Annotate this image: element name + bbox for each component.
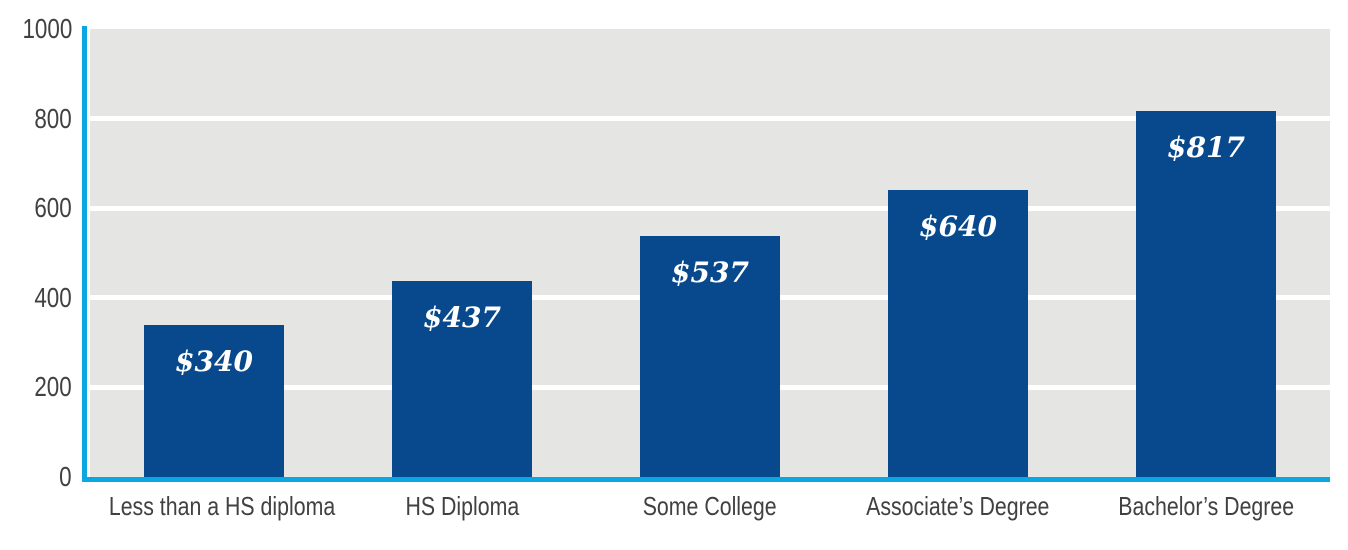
bar-3: $537 [640,236,780,477]
y-tick-label-400: 400 [34,281,72,313]
x-category-label-5: Bachelor’s Degree [1118,491,1294,521]
y-tick-label-800: 800 [34,102,72,134]
bar-value-label: $640 [919,210,997,244]
x-axis-line [82,477,1330,482]
y-tick-label-1000: 1000 [22,13,72,44]
gridline-600 [90,205,1330,211]
x-category-label-4: Associate’s Degree [866,491,1050,521]
y-axis-line [82,26,87,482]
gridline-800 [90,116,1330,122]
x-category-label-2: HS Diploma [405,491,519,521]
bar-value-label: $437 [423,301,501,335]
y-tick-label-0: 0 [59,461,72,492]
bar-1: $340 [144,324,284,477]
bar-value-label: $817 [1167,130,1245,164]
bar-value-label: $537 [671,256,749,290]
bar-4: $640 [888,190,1028,477]
y-tick-label-600: 600 [34,192,72,224]
bar-5: $817 [1136,110,1276,477]
bar-value-label: $340 [175,344,253,378]
bar-2: $437 [392,281,532,477]
x-category-label-1: Less than a HS diploma [108,491,336,521]
plot-area: $340 $437 $537 $640 $817 [90,29,1330,477]
y-tick-label-200: 200 [34,371,72,403]
x-category-label-3: Some College [643,491,777,521]
